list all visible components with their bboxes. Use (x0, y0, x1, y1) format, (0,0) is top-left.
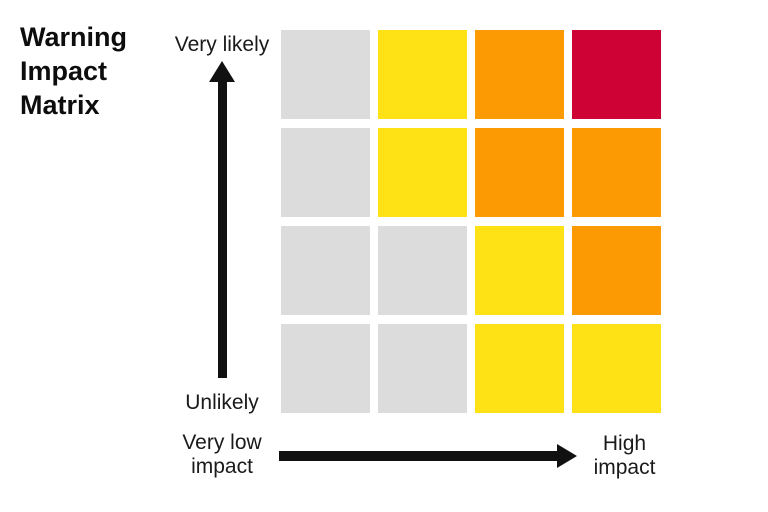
matrix-cell-gray (378, 324, 467, 413)
page-title-line-3: Matrix (20, 90, 100, 120)
x-axis-left-label: Very low impact (182, 431, 262, 478)
matrix-cell-red (572, 30, 661, 119)
matrix-cell-gray (281, 30, 370, 119)
matrix-cell-gray (378, 226, 467, 315)
matrix-cell-gray (281, 128, 370, 217)
matrix-cell-orange (572, 128, 661, 217)
x-axis-arrow-right-icon (557, 444, 577, 468)
matrix-cell-yellow (378, 30, 467, 119)
matrix-cell-yellow (572, 324, 661, 413)
matrix-cell-gray (281, 324, 370, 413)
y-axis-arrow-line (218, 82, 227, 378)
matrix-cell-gray (281, 226, 370, 315)
y-axis-arrow-up-icon (209, 61, 235, 82)
x-axis-right-label: High impact (593, 432, 656, 479)
matrix-cell-orange (475, 30, 564, 119)
page-title-line-2: Impact (20, 56, 108, 86)
page-title-line-1: Warning (20, 22, 127, 52)
matrix-cell-yellow (378, 128, 467, 217)
page-title: Warning Impact Matrix (20, 20, 127, 122)
matrix-cell-orange (572, 226, 661, 315)
matrix-cell-yellow (475, 226, 564, 315)
y-axis-bottom-label: Unlikely (185, 391, 259, 414)
x-axis-arrow-line (279, 451, 557, 461)
matrix-cell-yellow (475, 324, 564, 413)
matrix-cell-orange (475, 128, 564, 217)
y-axis-top-label: Very likely (174, 33, 270, 56)
matrix-grid (281, 30, 661, 413)
